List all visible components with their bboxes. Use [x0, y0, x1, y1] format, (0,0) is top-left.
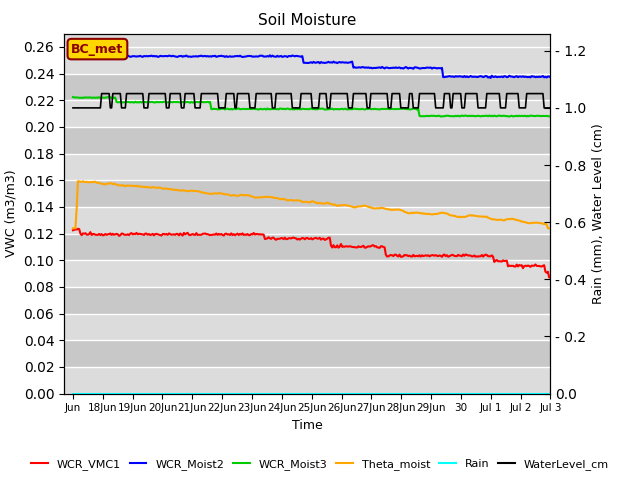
Bar: [64, 154, 550, 180]
Title: Soil Moisture: Soil Moisture: [258, 13, 356, 28]
Bar: [64, 73, 550, 100]
WCR_VMC1: [102, 231, 109, 237]
Rain: [410, 391, 417, 396]
WCR_Moist3: [100, 95, 108, 101]
WCR_VMC1: [69, 228, 77, 233]
WCR_Moist2: [487, 75, 495, 81]
WCR_Moist2: [85, 53, 93, 59]
Bar: [64, 287, 550, 313]
WaterLevel_cm: [85, 105, 93, 111]
WCR_VMC1: [482, 252, 490, 258]
Legend: WCR_VMC1, WCR_Moist2, WCR_Moist3, Theta_moist, Rain, WaterLevel_cm: WCR_VMC1, WCR_Moist2, WCR_Moist3, Theta_…: [27, 455, 613, 474]
WaterLevel_cm: [482, 105, 490, 111]
Bar: [64, 127, 550, 154]
WaterLevel_cm: [69, 105, 77, 111]
WCR_Moist3: [69, 94, 77, 100]
Bar: [64, 260, 550, 287]
Rain: [481, 391, 488, 396]
Theta_moist: [411, 210, 419, 216]
WaterLevel_cm: [98, 91, 106, 96]
WCR_Moist2: [545, 73, 553, 79]
WCR_VMC1: [316, 235, 324, 240]
WCR_Moist3: [547, 113, 554, 119]
WCR_Moist2: [482, 73, 490, 79]
WCR_Moist3: [85, 95, 93, 100]
WCR_Moist2: [316, 60, 324, 66]
WCR_VMC1: [74, 226, 82, 232]
Bar: [64, 100, 550, 127]
Line: WaterLevel_cm: WaterLevel_cm: [73, 94, 550, 108]
Line: Theta_moist: Theta_moist: [73, 181, 550, 228]
Theta_moist: [102, 181, 109, 187]
WCR_Moist2: [266, 52, 274, 58]
Bar: [64, 340, 550, 367]
WCR_VMC1: [547, 275, 554, 280]
Rain: [543, 391, 550, 396]
Theta_moist: [316, 200, 324, 205]
WaterLevel_cm: [102, 91, 109, 96]
WCR_VMC1: [86, 229, 94, 235]
Bar: [64, 234, 550, 260]
Bar: [64, 47, 550, 73]
Rain: [100, 391, 108, 396]
WaterLevel_cm: [411, 105, 419, 111]
WCR_Moist2: [69, 53, 77, 59]
Theta_moist: [86, 180, 94, 185]
Theta_moist: [69, 226, 77, 231]
X-axis label: Time: Time: [292, 419, 323, 432]
Theta_moist: [547, 226, 554, 231]
WCR_Moist2: [100, 53, 108, 59]
Y-axis label: Rain (mm), Water Level (cm): Rain (mm), Water Level (cm): [592, 123, 605, 304]
WaterLevel_cm: [544, 105, 552, 111]
WCR_Moist3: [506, 114, 513, 120]
Theta_moist: [544, 226, 552, 231]
WCR_Moist2: [547, 74, 554, 80]
Rain: [315, 391, 323, 396]
WCR_VMC1: [544, 269, 552, 275]
Rain: [547, 391, 554, 396]
Rain: [85, 391, 93, 396]
Y-axis label: VWC (m3/m3): VWC (m3/m3): [5, 170, 18, 257]
Rain: [69, 391, 77, 396]
Theta_moist: [482, 214, 490, 220]
WaterLevel_cm: [316, 91, 324, 96]
Text: BC_met: BC_met: [71, 43, 124, 56]
Theta_moist: [74, 178, 82, 184]
WCR_Moist3: [410, 106, 417, 111]
Line: WCR_Moist3: WCR_Moist3: [73, 97, 550, 117]
WCR_VMC1: [411, 253, 419, 259]
WCR_Moist3: [481, 113, 488, 119]
WCR_Moist3: [544, 113, 552, 119]
WaterLevel_cm: [547, 105, 554, 111]
Line: WCR_VMC1: WCR_VMC1: [73, 229, 550, 277]
Bar: [64, 313, 550, 340]
Line: WCR_Moist2: WCR_Moist2: [73, 55, 550, 78]
Bar: [64, 207, 550, 234]
WCR_Moist2: [411, 64, 419, 70]
WCR_Moist3: [315, 106, 323, 111]
Bar: [64, 367, 550, 394]
Bar: [64, 180, 550, 207]
